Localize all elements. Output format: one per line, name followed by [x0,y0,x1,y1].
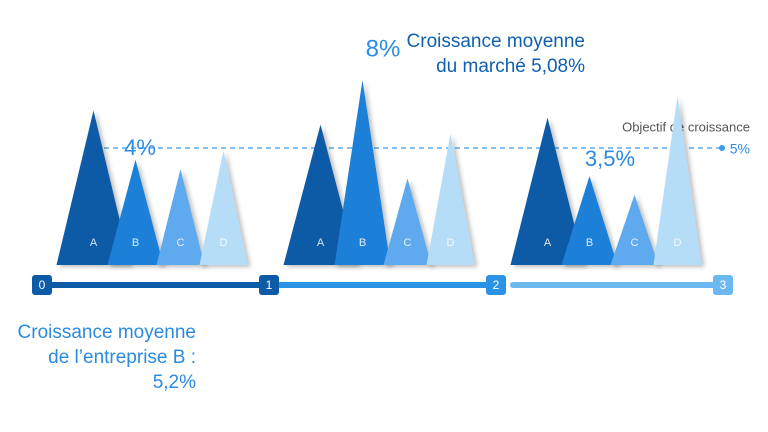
triangle [510,117,585,265]
timeline-marker [713,275,733,295]
timeline-label: 0 [39,278,46,292]
triangle-label: A [544,237,552,249]
triangle [426,133,475,265]
company-note: 5,2% [153,372,196,393]
triangle [156,169,205,265]
timeline-label: 1 [266,278,273,292]
triangle [56,110,131,265]
triangle-label: B [359,237,366,249]
company-note: Croissance moyenne [18,322,196,343]
triangle-label: D [674,237,682,249]
triangle-label: C [631,237,639,249]
annotation: 8% [366,35,401,62]
triangle [610,194,659,265]
triangle [561,176,618,265]
triangle-label: A [90,237,98,249]
timeline-label: 2 [493,278,500,292]
timeline-label: 3 [720,278,727,292]
market-note: Croissance moyenne [407,31,585,52]
timeline-marker [32,275,52,295]
timeline-marker [259,275,279,295]
triangle-label: D [447,237,455,249]
triangle [334,80,391,265]
annotation: 3,5% [585,146,635,171]
triangle [283,124,358,265]
market-note: du marché 5,08% [436,56,585,77]
triangle-label: A [317,237,325,249]
company-note: de l’entreprise B : [48,347,196,368]
triangle-label: C [177,237,185,249]
triangle [383,178,432,265]
goal-label: Objectif de croissance [622,119,750,134]
triangle [107,159,164,265]
triangle [199,150,248,265]
goal-value: 5% [730,141,750,157]
triangle [653,96,702,266]
annotation: 4% [124,135,156,160]
triangle-label: D [220,237,228,249]
goal-dot [719,145,725,151]
triangle-label: B [132,237,139,249]
triangle-label: B [586,237,593,249]
timeline-marker [486,275,506,295]
triangle-label: C [404,237,412,249]
